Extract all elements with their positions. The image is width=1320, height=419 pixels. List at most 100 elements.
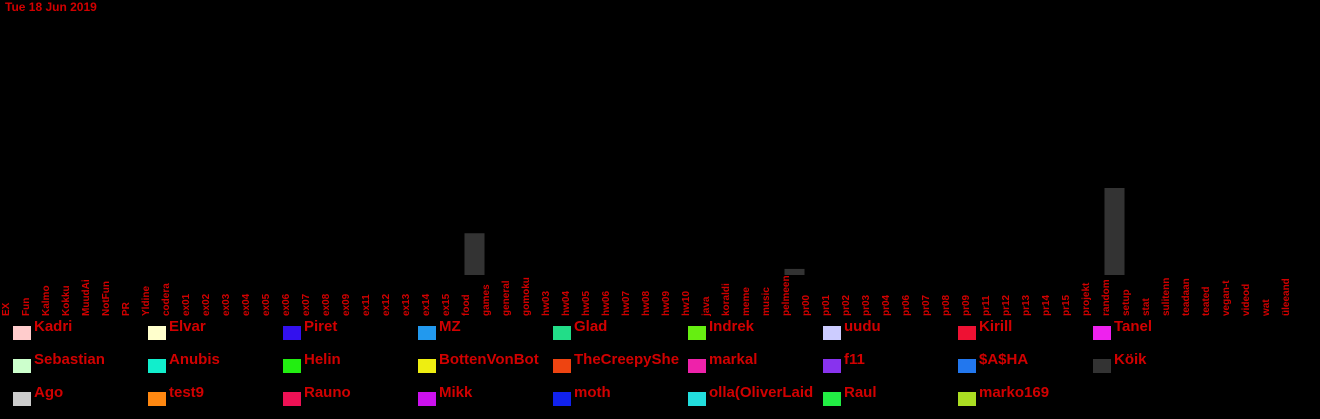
x-tick-label: teadaan bbox=[1181, 278, 1192, 316]
x-tick-label: ex05 bbox=[261, 293, 272, 316]
legend-label: MZ bbox=[439, 318, 461, 335]
legend-item: Köik bbox=[1093, 351, 1228, 373]
legend-swatch bbox=[13, 392, 31, 406]
legend-item: moth bbox=[553, 384, 688, 406]
x-tick-label: hw08 bbox=[641, 291, 652, 316]
legend-label: Tanel bbox=[1114, 318, 1153, 335]
legend-item: olla(OliverLaid bbox=[688, 384, 823, 406]
x-tick-label: pr12 bbox=[1001, 294, 1012, 316]
legend-swatch bbox=[283, 392, 301, 406]
x-tick-label: koraldi bbox=[721, 283, 732, 316]
legend-label: Elvar bbox=[169, 318, 206, 335]
legend-label: $A$HA bbox=[979, 351, 1029, 368]
x-tick-label: hw05 bbox=[581, 291, 592, 316]
legend-item: marko169 bbox=[958, 384, 1093, 406]
legend-item: $A$HA bbox=[958, 351, 1093, 373]
legend-swatch bbox=[283, 359, 301, 373]
legend-swatch bbox=[688, 326, 706, 340]
legend-label: Kirill bbox=[979, 318, 1013, 335]
x-tick-label: PR bbox=[121, 301, 132, 316]
x-tick-label: hw03 bbox=[541, 291, 552, 316]
x-tick-label: pelmeen bbox=[781, 275, 792, 316]
legend-swatch bbox=[823, 359, 841, 373]
legend-item: Rauno bbox=[283, 384, 418, 406]
x-tick-label: pr13 bbox=[1021, 294, 1032, 316]
x-tick-label: pr01 bbox=[821, 294, 832, 316]
x-tick-label: hw07 bbox=[621, 291, 632, 316]
legend-label: Kadri bbox=[34, 318, 73, 335]
channel-activity-chart: EX Fun Kalmo Kokku MuudAi NotFun PR Yldine coder… bbox=[1, 188, 1292, 317]
x-tick-label: pr11 bbox=[981, 295, 992, 316]
x-tick-label: java bbox=[701, 296, 712, 317]
x-tick-label: pr03 bbox=[861, 294, 872, 316]
legend-label: Sebastian bbox=[34, 351, 105, 368]
x-tick-label: videod bbox=[1241, 284, 1252, 316]
x-tick-label: üleeand bbox=[1281, 278, 1292, 316]
legend-swatch bbox=[1093, 326, 1111, 340]
legend-item: Anubis bbox=[148, 351, 283, 373]
legend-label: TheCreepyShe bbox=[574, 351, 680, 368]
legend-swatch bbox=[148, 326, 166, 340]
x-tick-label: pr15 bbox=[1061, 294, 1072, 316]
x-tick-label: hw04 bbox=[561, 291, 572, 316]
legend-item: test9 bbox=[148, 384, 283, 406]
x-tick-label: ex03 bbox=[221, 293, 232, 316]
x-tick-label: food bbox=[461, 294, 472, 316]
x-tick-label: Fun bbox=[21, 298, 32, 316]
legend-item: Ago bbox=[13, 384, 148, 406]
legend-swatch bbox=[958, 326, 976, 340]
legend-label: test9 bbox=[169, 384, 205, 401]
legend-swatch bbox=[688, 359, 706, 373]
x-tick-label: meme bbox=[741, 287, 752, 316]
bar-random-0 bbox=[1104, 188, 1125, 275]
x-tick-label: ex07 bbox=[301, 293, 312, 316]
legend-swatch bbox=[688, 392, 706, 406]
legend-label: f11 bbox=[844, 351, 865, 368]
x-tick-label: projekt bbox=[1081, 282, 1092, 316]
legend-item: Kirill bbox=[958, 318, 1093, 340]
x-tick-label: pr08 bbox=[941, 294, 952, 316]
legend-label: olla(OliverLaid bbox=[709, 384, 814, 401]
x-tick-label: NotFun bbox=[101, 281, 112, 316]
legend-swatch bbox=[553, 392, 571, 406]
legend-item: Elvar bbox=[148, 318, 283, 340]
legend-label: Helin bbox=[304, 351, 341, 368]
legend-label: Rauno bbox=[304, 384, 351, 401]
legend-item: Glad bbox=[553, 318, 688, 340]
x-tick-label: Kalmo bbox=[41, 285, 52, 316]
x-tick-label: hw06 bbox=[601, 291, 612, 316]
x-tick-label: hw10 bbox=[681, 291, 692, 316]
date-label: Tue 18 Jun 2019 bbox=[5, 0, 97, 14]
legend-item: MZ bbox=[418, 318, 553, 340]
x-tick-label: ex09 bbox=[341, 293, 352, 316]
legend-swatch bbox=[13, 326, 31, 340]
legend-label: Indrek bbox=[709, 318, 755, 335]
x-tick-label: ex12 bbox=[381, 293, 392, 316]
x-tick-label: ex15 bbox=[441, 293, 452, 316]
x-tick-label: wat bbox=[1261, 299, 1272, 317]
legend-label: Mikk bbox=[439, 384, 473, 401]
legend-item: Sebastian bbox=[13, 351, 148, 373]
x-tick-label: setup bbox=[1121, 289, 1132, 316]
x-tick-label: MuudAi bbox=[81, 279, 92, 316]
legend-swatch bbox=[823, 326, 841, 340]
legend-swatch bbox=[148, 359, 166, 373]
x-tick-label: Kokku bbox=[61, 285, 72, 316]
x-tick-label: pr14 bbox=[1041, 294, 1052, 316]
x-tick-label: pr02 bbox=[841, 294, 852, 316]
legend-item: BottenVonBot bbox=[418, 351, 553, 373]
legend-item: Tanel bbox=[1093, 318, 1228, 340]
legend: Kadri Elvar Piret MZ Glad Indrek uudu Kirill Tan… bbox=[0, 318, 1320, 418]
legend-swatch bbox=[823, 392, 841, 406]
x-tick-label: sulitenn bbox=[1161, 278, 1172, 316]
legend-swatch bbox=[418, 392, 436, 406]
x-tick-label: general bbox=[501, 280, 512, 316]
x-tick-label: pr04 bbox=[881, 294, 892, 316]
legend-item: Raul bbox=[823, 384, 958, 406]
x-tick-label: teated bbox=[1201, 287, 1212, 316]
legend-swatch bbox=[553, 326, 571, 340]
legend-label: Ago bbox=[34, 384, 64, 401]
legend-swatch bbox=[958, 392, 976, 406]
x-tick-label: ex01 bbox=[181, 293, 192, 316]
x-tick-label: ex11 bbox=[361, 294, 372, 316]
